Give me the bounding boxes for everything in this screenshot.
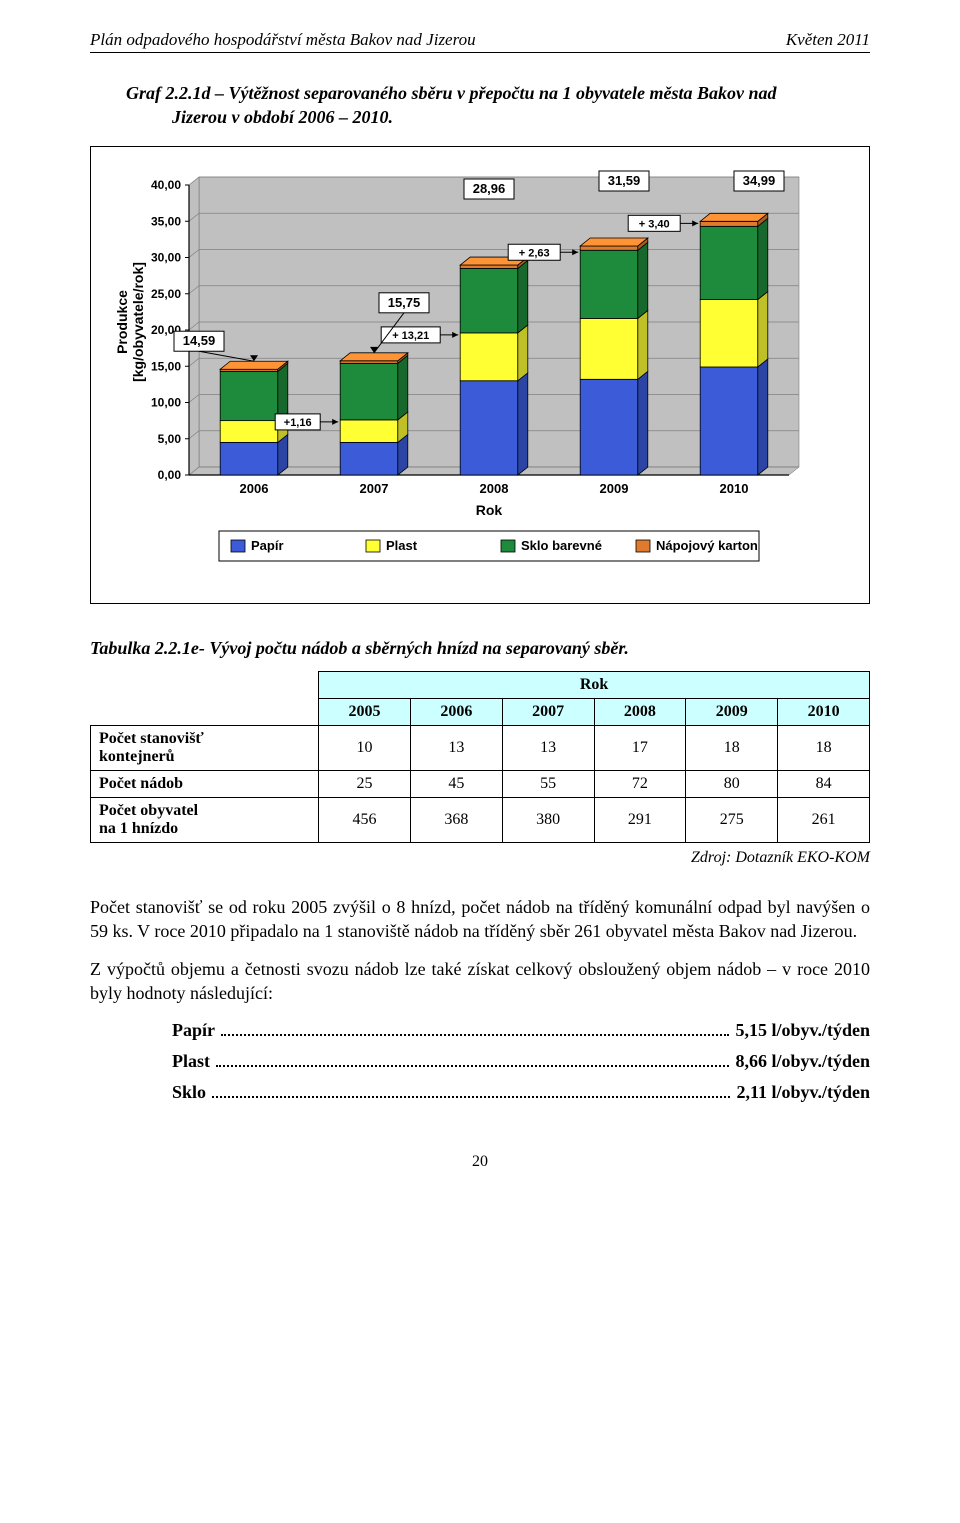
svg-text:+ 2,63: + 2,63 [519,247,550,259]
dot-label: Plast [172,1051,210,1072]
svg-text:40,00: 40,00 [151,178,181,192]
header-left: Plán odpadového hospodářství města Bakov… [90,30,476,50]
svg-text:Papír: Papír [251,538,284,553]
svg-text:34,99: 34,99 [743,173,776,188]
svg-text:2010: 2010 [720,481,749,496]
svg-text:2007: 2007 [360,481,389,496]
chart-caption-line2: Jizerou v období 2006 – 2010. [90,105,870,129]
table-cell: 13 [410,725,502,770]
chart-caption: Graf 2.2.1d – Výtěžnost separovaného sbě… [90,81,870,130]
svg-text:2008: 2008 [480,481,509,496]
svg-text:+ 13,21: + 13,21 [392,329,429,341]
svg-text:31,59: 31,59 [608,173,641,188]
data-table: Rok 200520062007200820092010 Počet stano… [90,671,870,843]
svg-text:Rok: Rok [476,502,503,518]
dot-row: Plast 8,66 l/obyv./týden [172,1051,870,1072]
dot-row: Papír 5,15 l/obyv./týden [172,1020,870,1041]
table-caption: Tabulka 2.2.1e- Vývoj počtu nádob a sběr… [90,638,870,659]
svg-text:15,00: 15,00 [151,359,181,373]
svg-text:30,00: 30,00 [151,250,181,264]
dot-value: 2,11 l/obyv./týden [736,1082,870,1103]
svg-text:28,96: 28,96 [473,181,506,196]
table-cell: 261 [778,797,870,842]
chart-frame: 0,005,0010,0015,0020,0025,0030,0035,0040… [90,146,870,604]
paragraph-2: Z výpočtů objemu a četnosti svozu nádob … [90,957,870,1006]
table-cell: 456 [319,797,411,842]
table-col-header: 2009 [686,698,778,725]
table-col-header: 2006 [410,698,502,725]
table-header-span: Rok [319,671,870,698]
svg-text:10,00: 10,00 [151,395,181,409]
svg-text:Produkce: Produkce [114,289,130,353]
table-cell: 10 [319,725,411,770]
table-cell: 17 [594,725,686,770]
table-cell: 25 [319,770,411,797]
bar-chart: 0,005,0010,0015,0020,0025,0030,0035,0040… [109,165,829,585]
header-right: Květen 2011 [786,30,870,50]
dot-label: Sklo [172,1082,206,1103]
dot-row: Sklo 2,11 l/obyv./týden [172,1082,870,1103]
table-corner [91,671,319,725]
dot-fill [221,1020,729,1036]
table-cell: 13 [502,725,594,770]
table-cell: 368 [410,797,502,842]
table-col-header: 2010 [778,698,870,725]
table-source: Zdroj: Dotazník EKO-KOM [90,849,870,867]
table-cell: 380 [502,797,594,842]
table-col-header: 2007 [502,698,594,725]
svg-text:+1,16: +1,16 [284,416,312,428]
table-col-header: 2005 [319,698,411,725]
svg-text:2009: 2009 [600,481,629,496]
dot-fill [216,1051,729,1067]
svg-text:0,00: 0,00 [158,468,182,482]
svg-text:25,00: 25,00 [151,286,181,300]
svg-text:[kg/obyvatele/rok]: [kg/obyvatele/rok] [130,262,146,382]
svg-text:14,59: 14,59 [183,333,216,348]
svg-text:Sklo barevné: Sklo barevné [521,538,602,553]
svg-text:Plast: Plast [386,538,418,553]
svg-text:35,00: 35,00 [151,214,181,228]
table-row-header: Počet stanovišťkontejnerů [91,725,319,770]
dot-label: Papír [172,1020,215,1041]
table-col-header: 2008 [594,698,686,725]
svg-text:Nápojový karton: Nápojový karton [656,538,758,553]
svg-text:+ 3,40: + 3,40 [639,218,670,230]
paragraph-1: Počet stanovišť se od roku 2005 zvýšil o… [90,895,870,944]
table-cell: 80 [686,770,778,797]
table-row-header: Počet obyvatelna 1 hnízdo [91,797,319,842]
table-row-header: Počet nádob [91,770,319,797]
svg-text:15,75: 15,75 [388,294,421,309]
table-cell: 18 [778,725,870,770]
svg-text:2006: 2006 [240,481,269,496]
dot-value: 8,66 l/obyv./týden [735,1051,870,1072]
table-cell: 291 [594,797,686,842]
chart-caption-line1: Graf 2.2.1d – Výtěžnost separovaného sbě… [126,83,776,103]
table-cell: 72 [594,770,686,797]
table-cell: 18 [686,725,778,770]
page-number: 20 [90,1153,870,1171]
table-cell: 55 [502,770,594,797]
dot-fill [212,1082,730,1098]
dot-list: Papír 5,15 l/obyv./týden Plast 8,66 l/obyv.… [172,1020,870,1104]
table-cell: 84 [778,770,870,797]
table-cell: 45 [410,770,502,797]
dot-value: 5,15 l/obyv./týden [735,1020,870,1041]
header-rule [90,52,870,53]
svg-text:5,00: 5,00 [158,431,182,445]
table-cell: 275 [686,797,778,842]
